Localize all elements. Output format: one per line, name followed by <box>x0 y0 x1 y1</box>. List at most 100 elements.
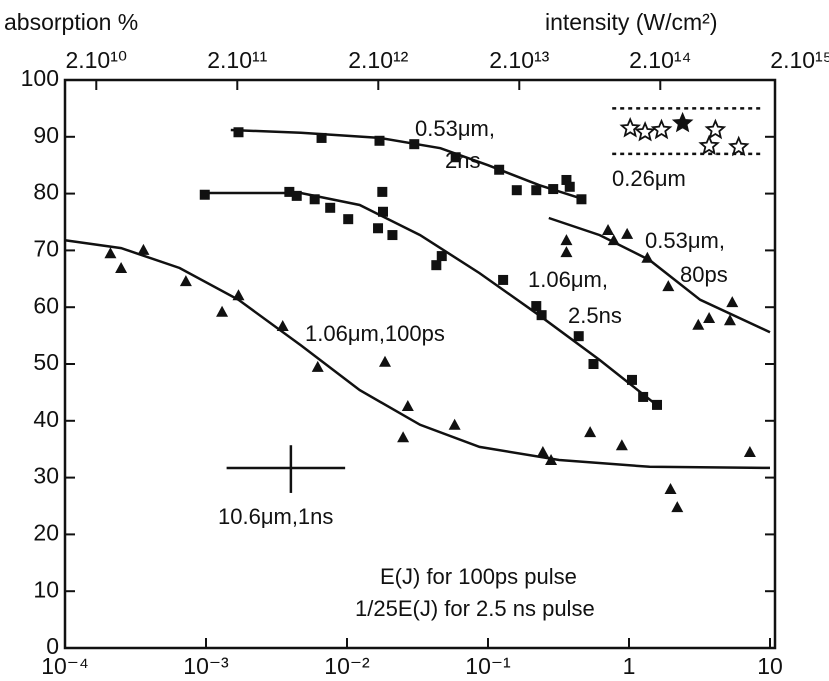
marker-square <box>291 190 302 201</box>
marker-square <box>325 202 336 213</box>
marker-square <box>573 331 584 342</box>
annotation: 1.06μm,100ps <box>305 321 445 346</box>
annotation: 1/25E(J) for 2.5 ns pulse <box>355 596 595 621</box>
marker-square <box>536 310 547 321</box>
annotation: 10.6μm,1ns <box>218 504 333 529</box>
annotation: 1.06μm, <box>528 267 608 292</box>
marker-square <box>450 152 461 163</box>
annotation: E(J) for 100ps pulse <box>380 564 577 589</box>
y-tick-label: 80 <box>33 179 59 205</box>
marker-square <box>626 374 637 385</box>
marker-triangle <box>276 319 289 331</box>
marker-triangle <box>692 318 705 330</box>
marker-triangle <box>621 227 634 239</box>
marker-triangle <box>602 223 615 235</box>
marker-triangle <box>216 305 229 317</box>
marker-triangle <box>379 355 392 367</box>
marker-square <box>564 181 575 192</box>
marker-square <box>316 132 327 143</box>
y-tick-label: 40 <box>33 406 59 432</box>
x-tick-label: 10 <box>757 653 783 679</box>
marker-triangle <box>615 439 628 451</box>
marker-triangle <box>401 400 414 412</box>
x-tick-label: 10⁻³ <box>183 653 229 679</box>
y-tick-label: 0 <box>46 633 59 659</box>
y-tick-label: 100 <box>21 65 59 91</box>
marker-square <box>561 174 572 185</box>
marker-star <box>634 120 656 142</box>
x2-tick-label: 2.10¹⁰ <box>65 47 127 73</box>
annotation: 0.26μm <box>612 166 686 191</box>
x2-tick-label: 2.10¹³ <box>489 47 549 73</box>
marker-square <box>494 164 505 175</box>
x-tick-label: 10⁻² <box>324 653 370 679</box>
marker-square <box>638 391 649 402</box>
marker-square <box>377 186 388 197</box>
x2-axis-title: intensity (W/cm²) <box>545 9 718 35</box>
marker-square <box>409 139 420 150</box>
marker-triangle <box>536 446 549 458</box>
annotation: 0.53μm, <box>415 116 495 141</box>
y-tick-label: 70 <box>33 235 59 261</box>
marker-triangle <box>232 289 245 301</box>
marker-square <box>199 189 210 200</box>
marker-triangle <box>703 311 716 323</box>
marker-star <box>671 111 694 133</box>
marker-square <box>498 274 509 285</box>
y-tick-label: 50 <box>33 349 59 375</box>
x-tick-label: 1 <box>623 653 636 679</box>
marker-star <box>728 135 750 157</box>
marker-star <box>619 116 642 138</box>
y-axis-title: absorption % <box>4 9 138 35</box>
marker-square <box>373 223 384 234</box>
annotation: 2.5ns <box>568 303 622 328</box>
marker-square <box>436 251 447 262</box>
y-tick-label: 10 <box>33 576 59 602</box>
x-tick-label: 10⁻¹ <box>465 653 511 679</box>
marker-triangle <box>743 446 756 458</box>
marker-triangle <box>584 426 597 438</box>
annotation: 2ns <box>445 148 480 173</box>
fit-curve <box>64 238 771 470</box>
marker-square <box>374 135 385 146</box>
marker-square <box>309 194 320 205</box>
marker-square <box>284 186 295 197</box>
marker-square <box>652 399 663 410</box>
marker-triangle <box>726 296 739 308</box>
marker-triangle <box>104 247 117 259</box>
marker-triangle <box>560 234 573 246</box>
y-tick-label: 20 <box>33 519 59 545</box>
x2-tick-label: 2.10¹¹ <box>207 47 267 73</box>
marker-square <box>233 127 244 138</box>
marker-triangle <box>662 280 675 292</box>
marker-triangle <box>115 262 128 274</box>
marker-triangle <box>607 234 620 246</box>
fit-curve <box>230 128 586 201</box>
marker-triangle <box>311 360 324 372</box>
marker-triangle <box>137 243 150 255</box>
y-tick-label: 30 <box>33 463 59 489</box>
marker-square <box>588 359 599 369</box>
marker-square <box>387 230 398 241</box>
y-tick-label: 60 <box>33 292 59 318</box>
marker-triangle <box>664 482 677 494</box>
marker-triangle <box>560 246 573 258</box>
marker-star <box>650 118 673 140</box>
marker-square <box>531 185 542 196</box>
marker-square <box>511 185 522 196</box>
y-tick-label: 90 <box>33 122 59 148</box>
annotation: 0.53μm, <box>645 228 725 253</box>
marker-square <box>377 206 388 217</box>
x2-tick-label: 2.10¹⁵ <box>770 47 829 73</box>
marker-square <box>531 301 542 312</box>
marker-triangle <box>545 453 558 465</box>
x-tick-label: 10⁻⁴ <box>41 653 89 679</box>
annotation: 80ps <box>680 262 728 287</box>
marker-square <box>548 184 559 195</box>
marker-triangle <box>448 418 461 430</box>
marker-star <box>704 118 727 140</box>
marker-square <box>343 214 354 225</box>
marker-square <box>576 194 587 205</box>
